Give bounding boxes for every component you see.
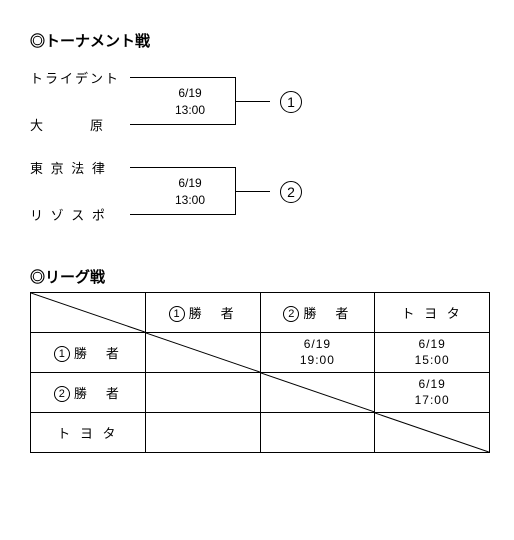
league-section: ◎リーグ戦 1① 勝 者勝 者 2勝 者 ト ヨ タ 1勝 者 6/1919:0… [30, 266, 484, 287]
diagonal-line-icon [261, 373, 375, 412]
match-1-team-2: 大 原 [30, 115, 130, 134]
cell-1-1 [145, 333, 260, 373]
bracket-line [235, 191, 270, 192]
league-table: 1勝 者 2勝 者 ト ヨ タ 1勝 者 6/1919:00 6/1915:00… [30, 292, 490, 453]
bracket-line [130, 77, 235, 78]
table-row: 2勝 者 6/1917:00 [31, 373, 490, 413]
match-1-badge: 1 [280, 91, 302, 113]
league-section-fixed: 1勝 者 2勝 者 ト ヨ タ 1勝 者 6/1919:00 6/1915:00… [30, 292, 484, 453]
bracket-line [130, 214, 235, 215]
match-2-team-1: 東 京 法 律 [30, 158, 130, 177]
row-header-3: ト ヨ タ [31, 413, 146, 453]
bracket-line [130, 124, 235, 125]
col-header-2: 2勝 者 [260, 293, 375, 333]
table-header-row: 1勝 者 2勝 者 ト ヨ タ [31, 293, 490, 333]
match-1: トライデント 大 原 6/19 13:00 1 [30, 71, 484, 131]
cell-3-1 [145, 413, 260, 453]
match-1-time: 13:00 [175, 103, 205, 117]
cell-2-2 [260, 373, 375, 413]
cell-1-2: 6/1919:00 [260, 333, 375, 373]
match-2-datetime: 6/19 13:00 [160, 175, 220, 209]
cell-2-3: 6/1917:00 [375, 373, 490, 413]
header-blank [31, 293, 146, 333]
cell-2-1 [145, 373, 260, 413]
bracket-line [235, 101, 270, 102]
diagonal-line-icon [31, 293, 145, 332]
match-2-team-2: リ ゾ ス ポ [30, 205, 130, 224]
cell-3-3 [375, 413, 490, 453]
table-row: 1勝 者 6/1919:00 6/1915:00 [31, 333, 490, 373]
tournament-heading: ◎トーナメント戦 [30, 30, 484, 51]
match-1-team-1: トライデント [30, 68, 130, 87]
diagonal-line-icon [375, 413, 489, 452]
row-header-2: 2勝 者 [31, 373, 146, 413]
match-2-time: 13:00 [175, 193, 205, 207]
league-heading: ◎リーグ戦 [30, 266, 484, 287]
match-2: 東 京 法 律 リ ゾ ス ポ 6/19 13:00 2 [30, 161, 484, 221]
bracket-line [130, 167, 235, 168]
col-header-3: ト ヨ タ [375, 293, 490, 333]
cell-1-3: 6/1915:00 [375, 333, 490, 373]
match-1-datetime: 6/19 13:00 [160, 85, 220, 119]
match-2-date: 6/19 [178, 176, 201, 190]
match-2-badge: 2 [280, 181, 302, 203]
cell-3-2 [260, 413, 375, 453]
diagonal-line-icon [146, 333, 260, 372]
match-1-date: 6/19 [178, 86, 201, 100]
row-header-1: 1勝 者 [31, 333, 146, 373]
col-header-1: 1勝 者 [145, 293, 260, 333]
table-row: ト ヨ タ [31, 413, 490, 453]
tournament-section: ◎トーナメント戦 トライデント 大 原 6/19 13:00 1 東 京 法 律… [30, 30, 484, 221]
